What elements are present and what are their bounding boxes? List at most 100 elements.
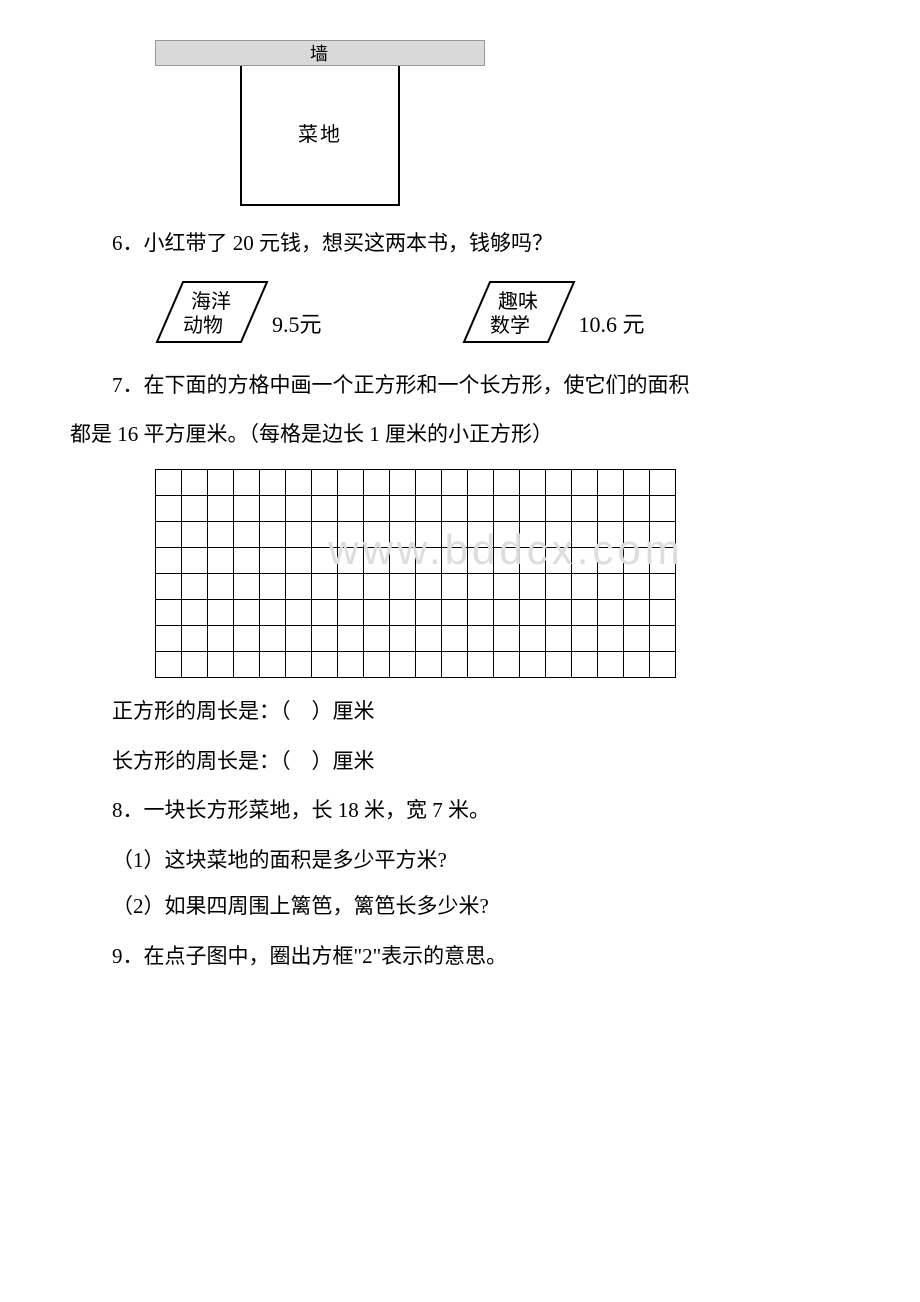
grid-cell (416, 548, 442, 574)
grid-cell (546, 470, 572, 496)
grid-cell (598, 522, 624, 548)
grid-cell (468, 548, 494, 574)
grid-cell (260, 600, 286, 626)
grid-cell (624, 548, 650, 574)
grid-cell (598, 652, 624, 678)
grid-cell (312, 600, 338, 626)
grid-cell (364, 626, 390, 652)
grid-cell (208, 522, 234, 548)
grid-cell (546, 548, 572, 574)
grid-cell (494, 652, 520, 678)
grid-cell (208, 496, 234, 522)
grid-cell (442, 574, 468, 600)
grid-figure: www.bddcx.com (155, 469, 676, 678)
grid-cell (286, 470, 312, 496)
grid-cell (468, 470, 494, 496)
grid-cell (156, 522, 182, 548)
book-2-price: 10.6 元 (579, 306, 645, 343)
grid-cell (624, 522, 650, 548)
grid-cell (442, 522, 468, 548)
grid-cell (416, 496, 442, 522)
book-1-icon: 海洋 动物 (155, 280, 270, 346)
grid-cell (390, 600, 416, 626)
grid-cell (624, 652, 650, 678)
grid-cell (520, 548, 546, 574)
grid-cell (312, 574, 338, 600)
grid-cell (546, 600, 572, 626)
grid-cell (416, 626, 442, 652)
grid-cell (156, 626, 182, 652)
grid-cell (520, 574, 546, 600)
question-7-line2: 都是 16 平方厘米。（每格是边长 1 厘米的小正方形） (70, 417, 850, 453)
grid-cell (572, 496, 598, 522)
book-1-price: 9.5元 (272, 306, 322, 343)
grid-cell (546, 522, 572, 548)
grid-cell (390, 652, 416, 678)
grid-cell (572, 548, 598, 574)
grid-cell (182, 496, 208, 522)
grid-cell (650, 496, 676, 522)
grid-cell (520, 496, 546, 522)
grid-cell (468, 522, 494, 548)
grid-cell (234, 548, 260, 574)
grid-cell (598, 496, 624, 522)
grid-cell (598, 626, 624, 652)
grid-cell (338, 652, 364, 678)
grid-cell (364, 496, 390, 522)
grid-cell (234, 496, 260, 522)
grid-cell (208, 574, 234, 600)
grid-cell (234, 470, 260, 496)
grid-cell (182, 652, 208, 678)
grid-cell (156, 652, 182, 678)
grid-cell (650, 470, 676, 496)
grid-cell (390, 496, 416, 522)
wall-label: 墙 (155, 40, 485, 66)
grid-cell (208, 470, 234, 496)
books-figure: 海洋 动物 9.5元 趣味 数学 10.6 元 (155, 280, 850, 346)
grid-cell (468, 496, 494, 522)
grid-cell (442, 600, 468, 626)
book-2: 趣味 数学 10.6 元 (462, 280, 645, 346)
grid-cell (208, 600, 234, 626)
grid-cell (286, 496, 312, 522)
grid-cell (416, 652, 442, 678)
grid-cell (364, 652, 390, 678)
grid-cell (208, 548, 234, 574)
grid-cell (182, 522, 208, 548)
grid-cell (468, 574, 494, 600)
book-1-title-1: 海洋 (191, 290, 231, 313)
grid-cell (234, 626, 260, 652)
grid-cell (338, 522, 364, 548)
grid-cell (390, 574, 416, 600)
grid-cell (312, 522, 338, 548)
grid-cell (312, 652, 338, 678)
grid-cell (494, 574, 520, 600)
grid-cell (338, 496, 364, 522)
grid-cell (598, 548, 624, 574)
grid-cell (286, 548, 312, 574)
grid-cell (624, 496, 650, 522)
grid-cell (260, 652, 286, 678)
grid-cell (416, 470, 442, 496)
grid-cell (520, 600, 546, 626)
garden-label: 菜地 (240, 66, 400, 206)
grid-cell (182, 574, 208, 600)
grid-cell (260, 470, 286, 496)
grid-cell (494, 626, 520, 652)
grid-cell (286, 574, 312, 600)
grid-cell (624, 574, 650, 600)
grid-cell (182, 600, 208, 626)
wall-garden-figure: 墙 菜地 (155, 40, 850, 206)
grid-cell (442, 496, 468, 522)
grid-cell (260, 626, 286, 652)
grid-cell (572, 574, 598, 600)
grid-cell (156, 470, 182, 496)
grid-cell (416, 600, 442, 626)
grid-cell (572, 600, 598, 626)
grid-cell (312, 626, 338, 652)
grid-cell (520, 522, 546, 548)
grid-cell (546, 574, 572, 600)
grid-cell (650, 574, 676, 600)
grid-cell (546, 626, 572, 652)
grid-cell (468, 626, 494, 652)
